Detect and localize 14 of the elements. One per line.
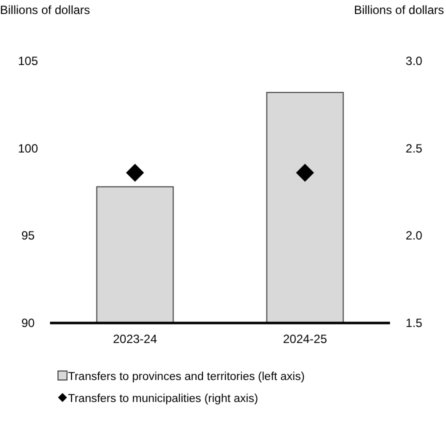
y2-tick-label: 3.0 xyxy=(406,54,423,68)
y-tick-label: 105 xyxy=(18,54,38,68)
y2-axis-title: Billions of dollars xyxy=(354,3,444,17)
y-tick-label: 90 xyxy=(21,316,35,330)
legend-label: Transfers to municipalities (right axis) xyxy=(68,393,258,405)
y-tick-label: 100 xyxy=(18,141,38,156)
x-tick-label: 2023-24 xyxy=(112,332,158,346)
y2-tick-label: 2.5 xyxy=(406,141,423,156)
legend-label: Transfers to provinces and territories (left axis) xyxy=(68,371,305,383)
x-tick-label: 2024-25 xyxy=(282,332,328,346)
y2-tick-label: 1.5 xyxy=(406,316,423,330)
y-tick-label: 95 xyxy=(21,228,35,243)
y2-tick-label: 2.0 xyxy=(406,228,423,243)
y-axis-title: Billions of dollars xyxy=(0,3,90,17)
